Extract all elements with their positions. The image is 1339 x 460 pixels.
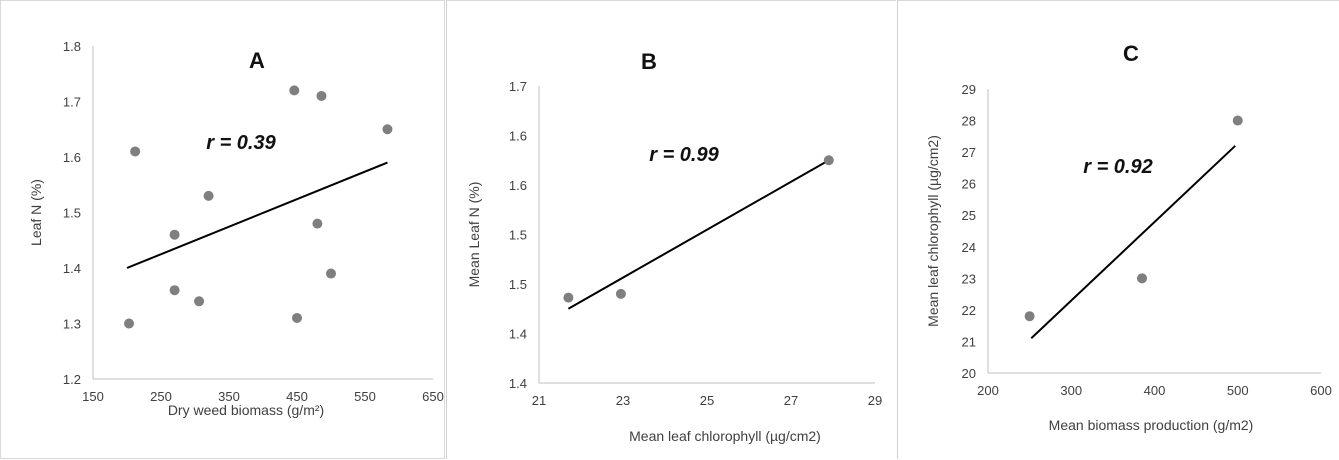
- data-point: [289, 85, 300, 96]
- x-tick-label: 650: [422, 389, 444, 404]
- x-axis-title: Mean leaf chlorophyll (µg/cm2): [629, 428, 821, 444]
- correlation-label: r = 0.99: [649, 144, 719, 166]
- data-point: [563, 292, 574, 303]
- data-point: [615, 288, 626, 299]
- x-tick-label: 29: [868, 393, 882, 408]
- data-point: [130, 146, 141, 157]
- x-tick-label: 300: [1060, 383, 1082, 398]
- x-tick-label: 350: [218, 389, 240, 404]
- data-point: [203, 190, 214, 201]
- x-tick-label: 23: [616, 393, 630, 408]
- data-point: [823, 155, 834, 166]
- data-point: [169, 229, 180, 240]
- data-point: [316, 90, 327, 101]
- data-point: [326, 268, 336, 279]
- correlation-label: r = 0.39: [206, 132, 276, 154]
- data-point: [124, 318, 135, 329]
- y-tick-label: 29: [962, 82, 976, 97]
- y-tick-label: 22: [962, 303, 976, 318]
- correlation-label: r = 0.92: [1083, 156, 1153, 178]
- x-tick-label: 27: [784, 393, 798, 408]
- chart-panel-c: 200 300 400 500 600 20 21 22 23 24 25 26 27 28 29 Mean …: [897, 0, 1339, 459]
- y-tick-label: 1.5: [509, 228, 527, 243]
- y-tick-label: 1.6: [63, 150, 81, 165]
- chart-a-svg: 150 250 350 450 550 650 1.2 1.3 1.4 1.5 1.6 1.7 1.8 D…: [28, 39, 444, 418]
- y-tick-label: 20: [962, 366, 976, 381]
- y-tick-label: 27: [962, 145, 976, 160]
- y-axis-title: Mean Leaf N (%): [466, 182, 482, 288]
- y-tick-label: 1.5: [63, 206, 81, 221]
- y-axis-title: Leaf N (%): [28, 179, 44, 246]
- data-point: [1137, 273, 1148, 284]
- x-tick-label: 200: [977, 383, 999, 398]
- y-tick-label: 1.6: [509, 178, 527, 193]
- data-point: [382, 124, 393, 135]
- y-tick-label: 1.7: [509, 79, 527, 94]
- x-tick-label: 550: [354, 389, 376, 404]
- y-tick-label: 1.5: [509, 277, 527, 292]
- data-point: [312, 218, 323, 229]
- panel-letter: B: [641, 49, 657, 74]
- trendline: [126, 161, 388, 269]
- data-point: [1232, 115, 1243, 126]
- y-tick-label: 1.4: [509, 327, 527, 342]
- data-point: [292, 312, 302, 323]
- data-point: [169, 285, 180, 296]
- x-tick-label: 400: [1144, 383, 1166, 398]
- y-tick-label: 23: [962, 271, 976, 286]
- y-tick-label: 1.8: [63, 39, 81, 54]
- y-tick-label: 1.2: [63, 372, 81, 387]
- trendline: [567, 159, 830, 310]
- y-tick-label: 26: [962, 177, 976, 192]
- x-axis-title: Dry weed biomass (g/m²): [168, 402, 324, 418]
- data-point: [1024, 311, 1035, 322]
- panel-letter: C: [1123, 41, 1139, 66]
- chart-b-svg: 21 23 25 27 29 1.4 1.4 1.5 1.5 1.6 1.6 1.7 Mean leaf…: [466, 49, 882, 444]
- panel-letter: A: [249, 48, 265, 73]
- x-tick-label: 25: [700, 393, 714, 408]
- y-axis-title: Mean leaf chlorophyll (µg/cm2): [925, 135, 941, 327]
- y-tick-label: 1.4: [509, 376, 527, 391]
- y-tick-label: 1.3: [63, 317, 81, 332]
- x-tick-label: 250: [150, 389, 172, 404]
- chart-panel-b: 21 23 25 27 29 1.4 1.4 1.5 1.5 1.6 1.6 1.7 Mean leaf…: [446, 0, 896, 459]
- chart-c-svg: 200 300 400 500 600 20 21 22 23 24 25 26 27 28 29 Mean …: [925, 41, 1332, 433]
- x-tick-label: 500: [1227, 383, 1249, 398]
- trendline: [1030, 145, 1236, 340]
- x-tick-label: 600: [1310, 383, 1332, 398]
- chart-panel-a: 150 250 350 450 550 650 1.2 1.3 1.4 1.5 1.6 1.7 1.8 D…: [0, 0, 445, 459]
- data-point: [194, 296, 205, 307]
- x-tick-label: 150: [82, 389, 104, 404]
- x-tick-label: 450: [286, 389, 308, 404]
- y-tick-label: 24: [962, 240, 976, 255]
- y-tick-label: 1.4: [63, 261, 81, 276]
- y-tick-label: 21: [962, 334, 976, 349]
- y-tick-label: 1.6: [509, 129, 527, 144]
- y-tick-label: 25: [962, 208, 976, 223]
- x-tick-label: 21: [532, 393, 546, 408]
- y-tick-label: 1.7: [63, 95, 81, 110]
- x-axis-title: Mean biomass production (g/m2): [1049, 417, 1254, 433]
- y-tick-label: 28: [962, 114, 976, 129]
